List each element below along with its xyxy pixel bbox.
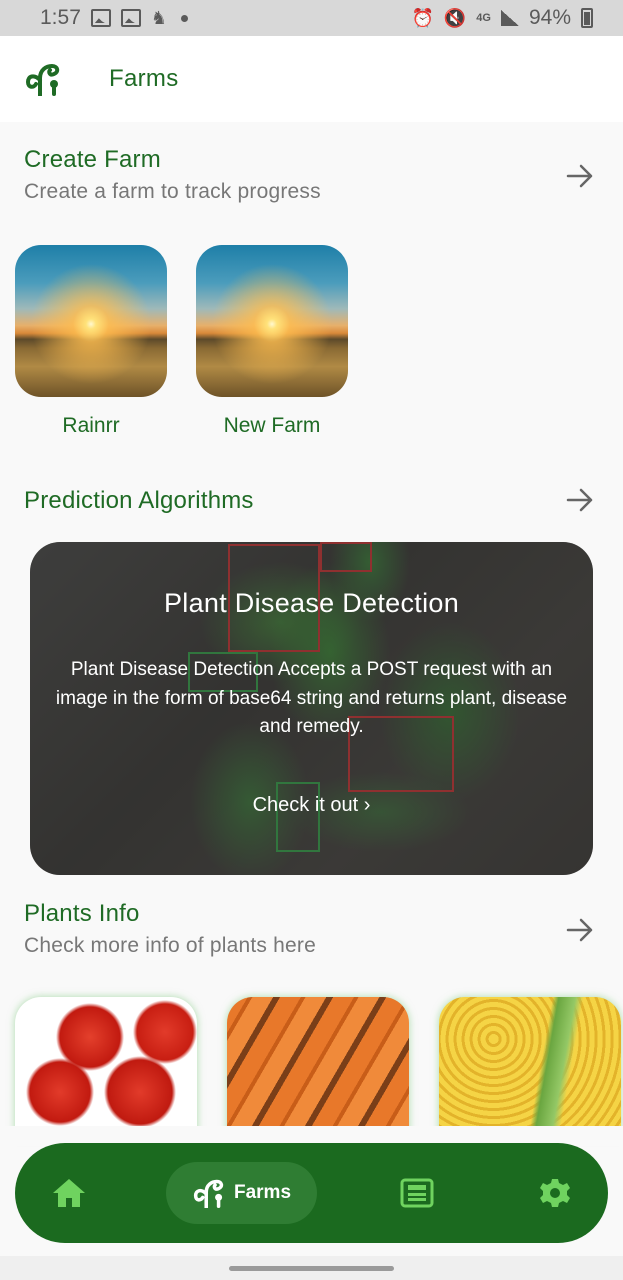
plant-card-tomato[interactable]	[15, 997, 197, 1137]
farm-label: Rainrr	[62, 414, 120, 437]
signal-icon	[500, 10, 519, 26]
prediction-arrow-icon[interactable]	[566, 488, 594, 512]
plant-card-corn[interactable]	[439, 997, 621, 1137]
home-icon	[53, 1179, 85, 1207]
create-farm-arrow-icon[interactable]	[566, 164, 594, 188]
detection-box	[188, 652, 258, 692]
nav-news[interactable]	[393, 1143, 441, 1243]
farm-card-rainrr[interactable]	[15, 245, 167, 397]
page-title: Farms	[109, 65, 179, 92]
plants-info-arrow-icon[interactable]	[566, 918, 594, 942]
plant-disease-detection-card[interactable]: Plant Disease Detection Plant Disease De…	[30, 542, 593, 875]
card-title: Plant Disease Detection	[163, 588, 460, 618]
nav-farms-label: Farms	[233, 1182, 292, 1203]
app-bar: Farms	[0, 36, 623, 122]
card-description: Plant Disease Detection Accepts a POST r…	[55, 659, 568, 737]
farm-image	[196, 245, 348, 397]
news-icon	[400, 1178, 434, 1208]
detection-box	[276, 782, 320, 852]
farm-card-new-farm[interactable]	[196, 245, 348, 397]
detection-box	[320, 542, 372, 572]
plant-card-carrot[interactable]	[227, 997, 409, 1137]
bottom-nav: Farms	[15, 1143, 608, 1243]
nav-farms[interactable]: Farms	[166, 1162, 317, 1224]
battery-icon	[581, 8, 593, 28]
status-bar: 1:57 ♞ ⏰ 🔇 4G 94%	[0, 0, 623, 36]
sprout-logo-icon	[25, 63, 60, 96]
network-type: 4G	[476, 12, 491, 24]
check-it-out-link[interactable]: Check it out ›	[252, 794, 371, 816]
detection-box	[348, 716, 454, 792]
plants-info-title: Plants Info	[24, 900, 140, 927]
nav-settings[interactable]	[531, 1143, 579, 1243]
farm-label: New Farm	[223, 414, 321, 437]
status-right: ⏰ 🔇 4G 94%	[411, 6, 593, 30]
farm-image	[15, 245, 167, 397]
app-notification-icon: ♞	[150, 8, 168, 28]
settings-icon	[540, 1179, 570, 1207]
status-time: 1:57	[40, 6, 81, 29]
gallery-icon	[90, 9, 111, 27]
mute-icon: 🔇	[443, 7, 467, 28]
notification-icon	[120, 9, 141, 27]
status-left: 1:57 ♞	[40, 6, 188, 30]
plants-info-subtitle: Check more info of plants here	[24, 934, 316, 957]
farms-icon	[193, 1179, 224, 1208]
nav-home[interactable]	[45, 1143, 93, 1243]
battery-level: 94%	[528, 6, 571, 29]
more-notifications-icon	[180, 14, 188, 22]
create-farm-title: Create Farm	[24, 146, 161, 173]
create-farm-subtitle: Create a farm to track progress	[24, 180, 321, 203]
detection-box	[228, 544, 320, 652]
home-indicator[interactable]	[229, 1266, 394, 1271]
alarm-icon: ⏰	[411, 7, 434, 28]
prediction-title: Prediction Algorithms	[24, 487, 254, 514]
